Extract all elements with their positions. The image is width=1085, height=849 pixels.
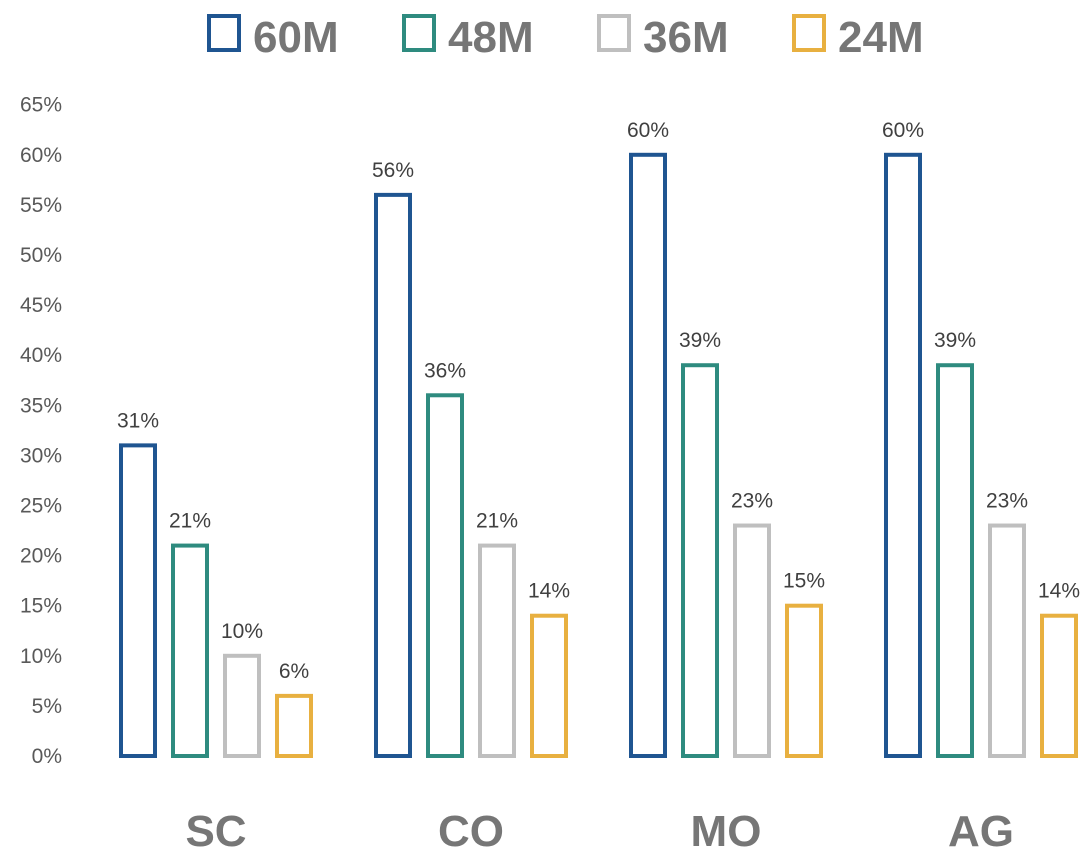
y-tick-label: 10%	[20, 645, 62, 668]
y-axis: 0% 5% 10% 15% 20% 25% 30% 35% 40% 45% 50% 55% 60% 65%	[20, 94, 62, 768]
data-label: 60%	[627, 119, 669, 142]
x-category-label: CO	[438, 807, 504, 849]
bar-ag-60m	[884, 152, 922, 759]
bar-mo-60m	[629, 152, 667, 759]
x-category-label: SC	[185, 807, 246, 849]
data-label: 31%	[117, 409, 159, 432]
bar-ag-48m	[936, 363, 974, 758]
legend-item-36m: 36M	[597, 13, 729, 62]
bar-ag-24m	[1040, 613, 1078, 758]
data-label: 36%	[424, 359, 466, 382]
legend-swatch	[207, 14, 241, 52]
data-label: 23%	[986, 490, 1028, 513]
y-tick-label: 55%	[20, 194, 62, 217]
y-tick-label: 0%	[32, 745, 62, 768]
legend-swatch	[402, 14, 436, 52]
y-tick-label: 30%	[20, 444, 62, 467]
bar-sc-24m	[275, 693, 313, 759]
bar-co-36m	[478, 543, 516, 759]
legend-label: 36M	[643, 13, 729, 62]
legend-item-60m: 60M	[207, 13, 339, 62]
y-tick-label: 15%	[20, 595, 62, 618]
legend-item-24m: 24M	[792, 13, 924, 62]
bar-mo-24m	[785, 603, 823, 759]
bar-co-48m	[426, 393, 464, 758]
data-label: 23%	[731, 490, 773, 513]
data-label: 10%	[221, 620, 263, 643]
data-label: 6%	[279, 660, 309, 683]
legend-item-48m: 48M	[402, 13, 534, 62]
y-tick-label: 45%	[20, 294, 62, 317]
x-category-label: AG	[948, 807, 1014, 849]
bar-ag-36m	[988, 523, 1026, 758]
y-tick-label: 25%	[20, 495, 62, 518]
data-labels: 31% 21% 10% 6% 56% 36% 21% 14% 60% 39% 23% 15% 60% 39…	[117, 119, 1080, 683]
y-tick-label: 5%	[32, 695, 62, 718]
data-label: 39%	[679, 329, 721, 352]
bar-sc-36m	[223, 653, 261, 758]
y-tick-label: 60%	[20, 144, 62, 167]
data-label: 14%	[528, 580, 570, 603]
y-tick-label: 65%	[20, 94, 62, 117]
data-label: 15%	[783, 570, 825, 593]
bar-co-24m	[530, 613, 568, 758]
bar-mo-36m	[733, 523, 771, 758]
legend: 60M 48M 36M 24M	[207, 13, 924, 62]
legend-label: 24M	[838, 13, 924, 62]
data-label: 60%	[882, 119, 924, 142]
legend-label: 60M	[253, 13, 339, 62]
legend-swatch	[792, 14, 826, 52]
legend-label: 48M	[448, 13, 534, 62]
bar-sc-48m	[171, 543, 209, 759]
data-label: 39%	[934, 329, 976, 352]
data-label: 56%	[372, 159, 414, 182]
data-label: 14%	[1038, 580, 1080, 603]
plot-area	[119, 152, 1078, 759]
y-tick-label: 50%	[20, 244, 62, 267]
y-tick-label: 20%	[20, 545, 62, 568]
bar-sc-60m	[119, 443, 157, 758]
x-category-label: MO	[691, 807, 762, 849]
bar-mo-48m	[681, 363, 719, 758]
legend-swatch	[597, 14, 631, 52]
y-tick-label: 35%	[20, 394, 62, 417]
bar-co-60m	[374, 192, 412, 758]
data-label: 21%	[476, 510, 518, 533]
data-label: 21%	[169, 510, 211, 533]
x-axis: SC CO MO AG	[185, 807, 1014, 849]
y-tick-label: 40%	[20, 344, 62, 367]
